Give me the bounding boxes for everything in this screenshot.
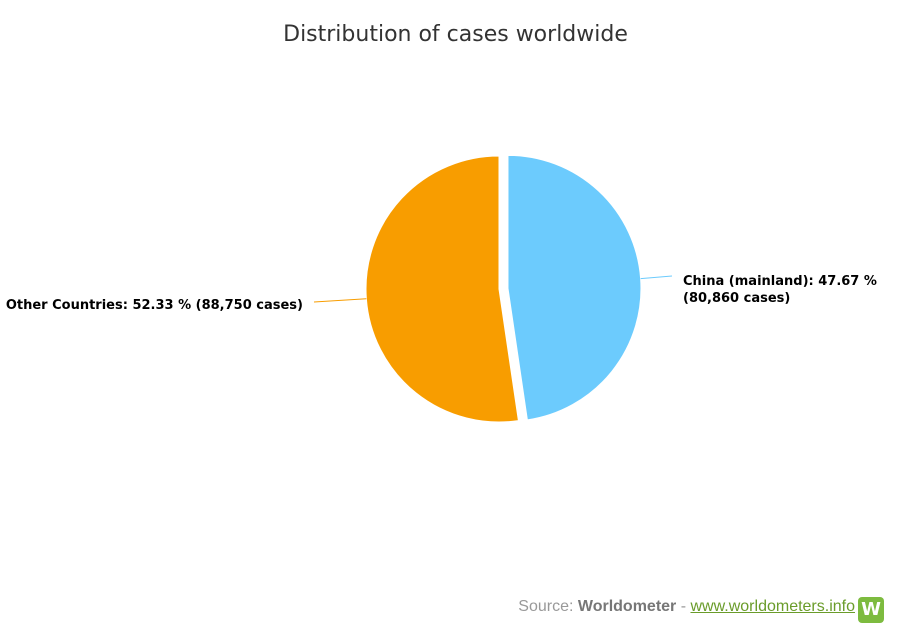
label-connector [313,298,367,303]
label-connector [640,275,673,280]
pie-slice-china-mainland[interactable] [507,154,642,421]
worldometer-logo-icon[interactable]: W [858,597,884,623]
source-prefix: Source: [518,598,578,615]
pie-slice-other-countries[interactable] [365,155,519,423]
source-credit: Source: Worldometer - www.worldometers.i… [518,598,855,616]
source-separator: - [676,598,691,615]
chart-title: Distribution of cases worldwide [283,22,628,47]
source-link[interactable]: www.worldometers.info [690,598,856,615]
data-label-line: China (mainland): 47.67 % [683,274,877,289]
data-label: Other Countries: 52.33 % (88,750 cases) [6,298,303,313]
data-label-line: (80,860 cases) [683,291,790,306]
source-brand: Worldometer [577,598,677,615]
data-label: China (mainland): 47.67 % (80,860 cases) [683,274,877,306]
data-label-line: Other Countries: 52.33 % (88,750 cases) [6,298,303,313]
